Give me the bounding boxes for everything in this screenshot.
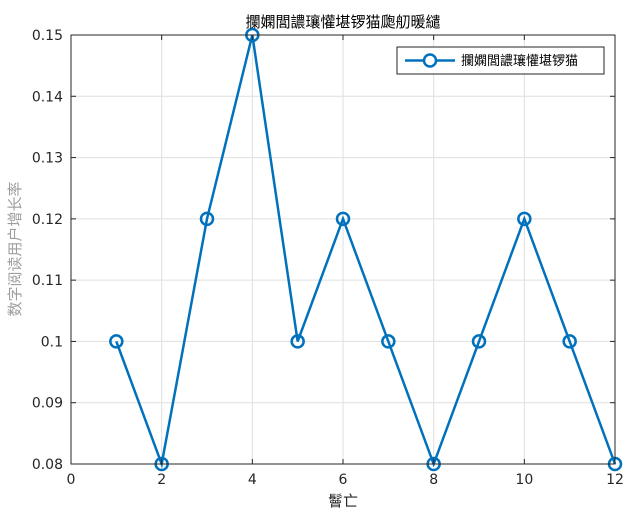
x-tick-label: 12 xyxy=(606,472,624,488)
x-tick-label: 10 xyxy=(515,472,533,488)
y-tick-label: 0.14 xyxy=(32,89,63,105)
data-point-marker xyxy=(517,211,532,227)
x-tick-label: 0 xyxy=(67,472,76,488)
data-point-marker xyxy=(471,334,487,349)
ticks xyxy=(70,34,616,465)
x-tick-labels: 0 2 4 6 8 10 12 xyxy=(67,472,624,488)
legend: 攔嫻閭譨瓖懽堪锣猫 xyxy=(396,46,605,75)
y-tick-label: 0.1 xyxy=(41,334,63,350)
y-tick-label: 0.08 xyxy=(32,457,63,473)
series-layer xyxy=(109,27,623,472)
x-tick-label: 8 xyxy=(429,472,438,488)
data-point-marker xyxy=(109,334,124,349)
y-tick-label: 0.09 xyxy=(32,396,63,412)
data-point-marker xyxy=(562,334,577,349)
y-tick-label: 0.11 xyxy=(32,273,63,289)
x-tick-label: 2 xyxy=(157,472,166,488)
y-axis-label: 数字阅读用户增长率 xyxy=(6,181,24,316)
chart-title: 攔嫻閭譨瓖懽堪锣猫瓟舠暖繾 xyxy=(245,13,440,31)
series-line xyxy=(115,34,617,469)
data-point-marker xyxy=(335,211,351,227)
x-axis-label: 鬙亡 xyxy=(328,492,358,510)
y-tick-labels: 0.08 0.09 0.1 0.11 0.12 0.13 0.14 0.15 xyxy=(32,28,63,473)
legend-label: 攔嫻閭譨瓖懽堪锣猫 xyxy=(461,53,578,69)
data-point-marker xyxy=(199,211,215,227)
x-tick-label: 6 xyxy=(339,472,348,488)
y-tick-label: 0.12 xyxy=(32,212,63,228)
y-tick-label: 0.13 xyxy=(32,151,63,167)
data-point-marker xyxy=(290,334,305,349)
legend-marker-sample xyxy=(422,53,438,68)
y-tick-label: 0.15 xyxy=(32,28,63,44)
x-tick-label: 4 xyxy=(248,472,257,488)
data-point-marker xyxy=(381,334,396,349)
